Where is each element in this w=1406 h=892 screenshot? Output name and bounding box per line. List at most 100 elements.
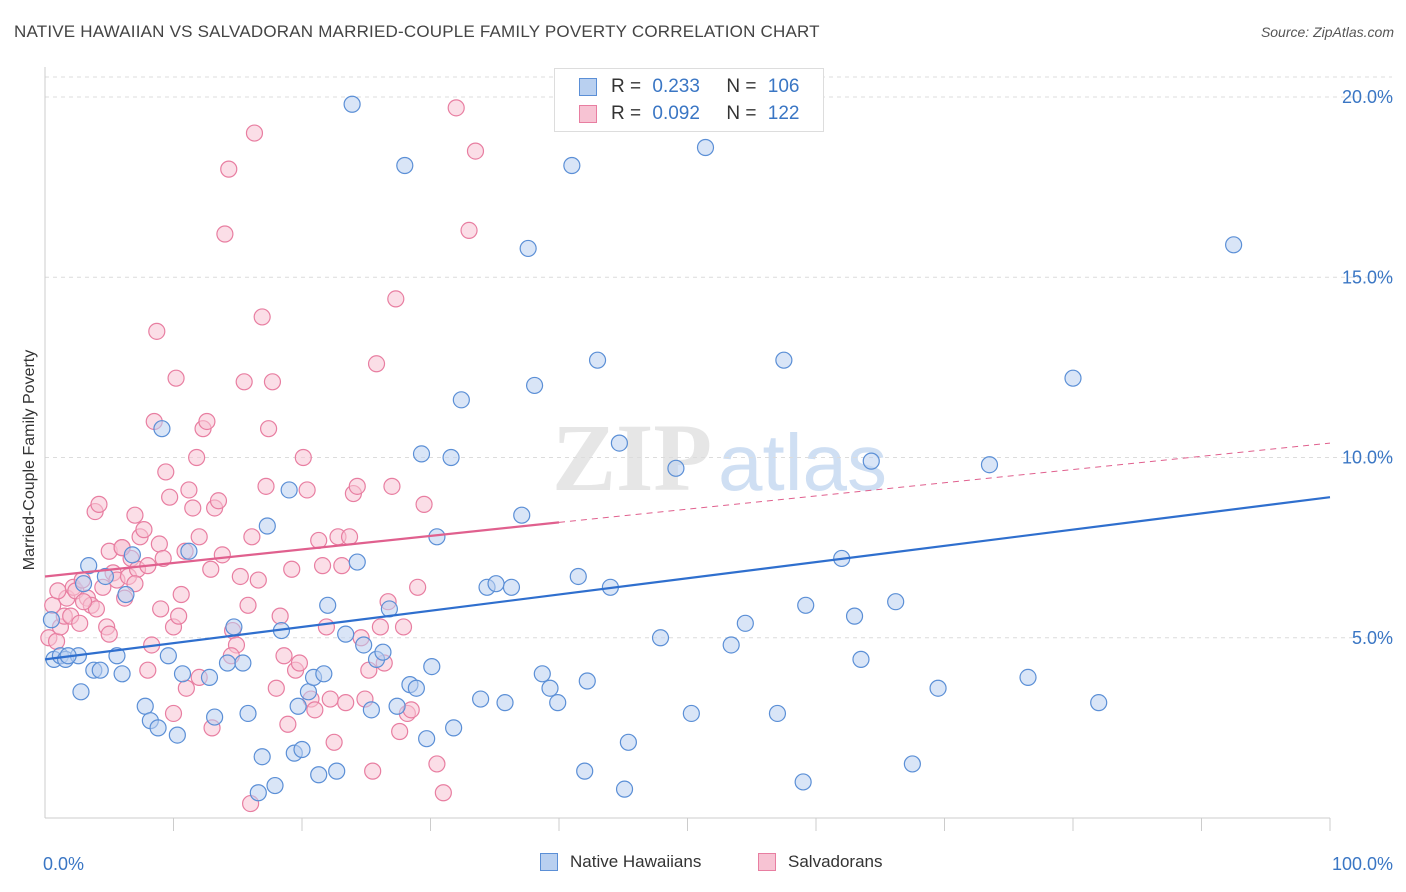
native-hawaiians-point [315,665,333,683]
salvadorans-point [371,618,389,636]
legend-n-value: 106 [767,76,800,97]
salvadorans-point [275,647,293,665]
salvadorans-point [253,308,271,326]
native-hawaiians-point [619,733,637,751]
native-hawaiians-point [519,239,537,258]
trend-lines [44,442,1331,661]
salvadorans-point [337,694,355,712]
native-hawaiians-point [200,668,219,687]
native-hawaiians-point [348,553,366,571]
salvadorans-point [74,593,93,611]
native-hawaiians-point [153,420,171,438]
salvadorans-point [231,567,249,586]
salvadorans-point [170,607,188,625]
native-hawaiians-point [667,459,685,477]
salvadorans-point [340,528,359,546]
salvadorans-trend-extension [558,442,1331,523]
native-hawaiians-point [266,776,284,795]
salvadorans-point [157,463,175,481]
native-hawaiians-point [337,625,355,643]
native-hawaiians-point [452,391,470,409]
native-hawaiians-point [388,697,406,715]
native-hawaiians-point [903,755,921,773]
native-hawaiians-point [980,456,999,474]
native-hawaiians-point [328,762,346,780]
salvadorans-point [263,373,282,391]
salvadorans-point [364,762,382,780]
native-hawaiians-point [80,557,98,575]
salvadorans-point [290,654,309,672]
native-hawaiians-point [563,156,581,175]
native-hawaiians-point [423,657,441,676]
native-hawaiians-point [173,665,192,683]
salvadorans-point [317,618,336,636]
native-hawaiians-point [412,445,431,463]
salvadorans-point [298,481,316,499]
salvadorans-point [150,535,168,553]
native-hawaiians-point [149,719,167,737]
native-hawaiians-point [362,701,380,719]
salvadorans-point [409,578,427,596]
y-tick-label: 15.0% [1342,267,1393,287]
native-hawaiians-point [136,697,154,715]
native-hawaiians-point [96,567,114,586]
salvadorans-point [394,618,413,636]
native-hawaiians-point [117,585,135,604]
native-hawaiians-point [775,351,793,369]
y-tick-label: 5.0% [1352,628,1393,648]
native-hawaiians-point [168,726,186,744]
legend-row-native-hawaiians: R = 0.233 N = 106 [579,75,799,99]
native-hawaiians-point [513,506,531,524]
salvadorans-point [87,600,106,618]
native-hawaiians-point [682,704,700,723]
gridlines [45,76,1392,639]
salvadorans-point [271,607,289,625]
salvadorans-point [235,373,253,391]
salvadorans-point [167,369,185,387]
salvadorans-point [243,528,261,546]
salvadorans-point [188,448,206,467]
native-hawaiians-point [549,694,567,712]
legend-n-label: N = [726,103,757,124]
bottom-legend-native-hawaiians: Native Hawaiians [540,852,701,872]
salvadorans-point [283,560,301,578]
salvadorans-point [164,704,183,723]
bottom-legend-label: Salvadorans [788,852,883,871]
salvadorans-point [294,448,312,467]
legend-r-label: R = [611,103,642,124]
salvadorans-point [71,614,89,632]
native-hawaiians-point [862,452,880,470]
native-hawaiians-point [887,593,905,611]
native-hawaiians-point [234,654,252,672]
salvadorans-point [306,701,324,719]
watermark-atlas: atlas [718,418,887,507]
salvadorans-point [213,546,231,564]
native-hawaiians-point [525,376,544,395]
native-hawaiians-point [541,679,559,697]
native-hawaiians-point [578,672,596,690]
native-hawaiians-point [736,614,754,632]
native-hawaiians-point [310,766,328,784]
correlation-legend: R = 0.233 N = 106 R = 0.092 N = 122 [554,68,824,132]
native-hawaiians-point [576,762,594,780]
native-hawaiians-point [845,607,864,625]
native-hawaiians-point [852,650,870,668]
legend-swatch-blue [579,78,597,96]
salvadorans-point [209,492,228,510]
native-hawaiians-point [355,636,373,654]
native-hawaiians-point [42,611,61,629]
salvadorans-point [184,499,202,517]
x-tick-label: 100.0% [1332,854,1393,874]
salvadorans-point [177,679,195,697]
native-hawaiians-point [1019,668,1037,687]
native-hawaiians-point [1064,369,1082,387]
bottom-legend-label: Native Hawaiians [570,852,702,871]
salvadorans-point [126,506,144,524]
bottom-legend-salvadorans: Salvadorans [758,852,883,872]
salvadorans-point [402,701,420,719]
salvadorans-point [313,557,332,575]
salvadorans-point [415,495,433,513]
legend-swatch-pink [579,105,597,123]
native-hawaiians-point [496,694,514,712]
native-hawaiians-point [533,665,551,683]
